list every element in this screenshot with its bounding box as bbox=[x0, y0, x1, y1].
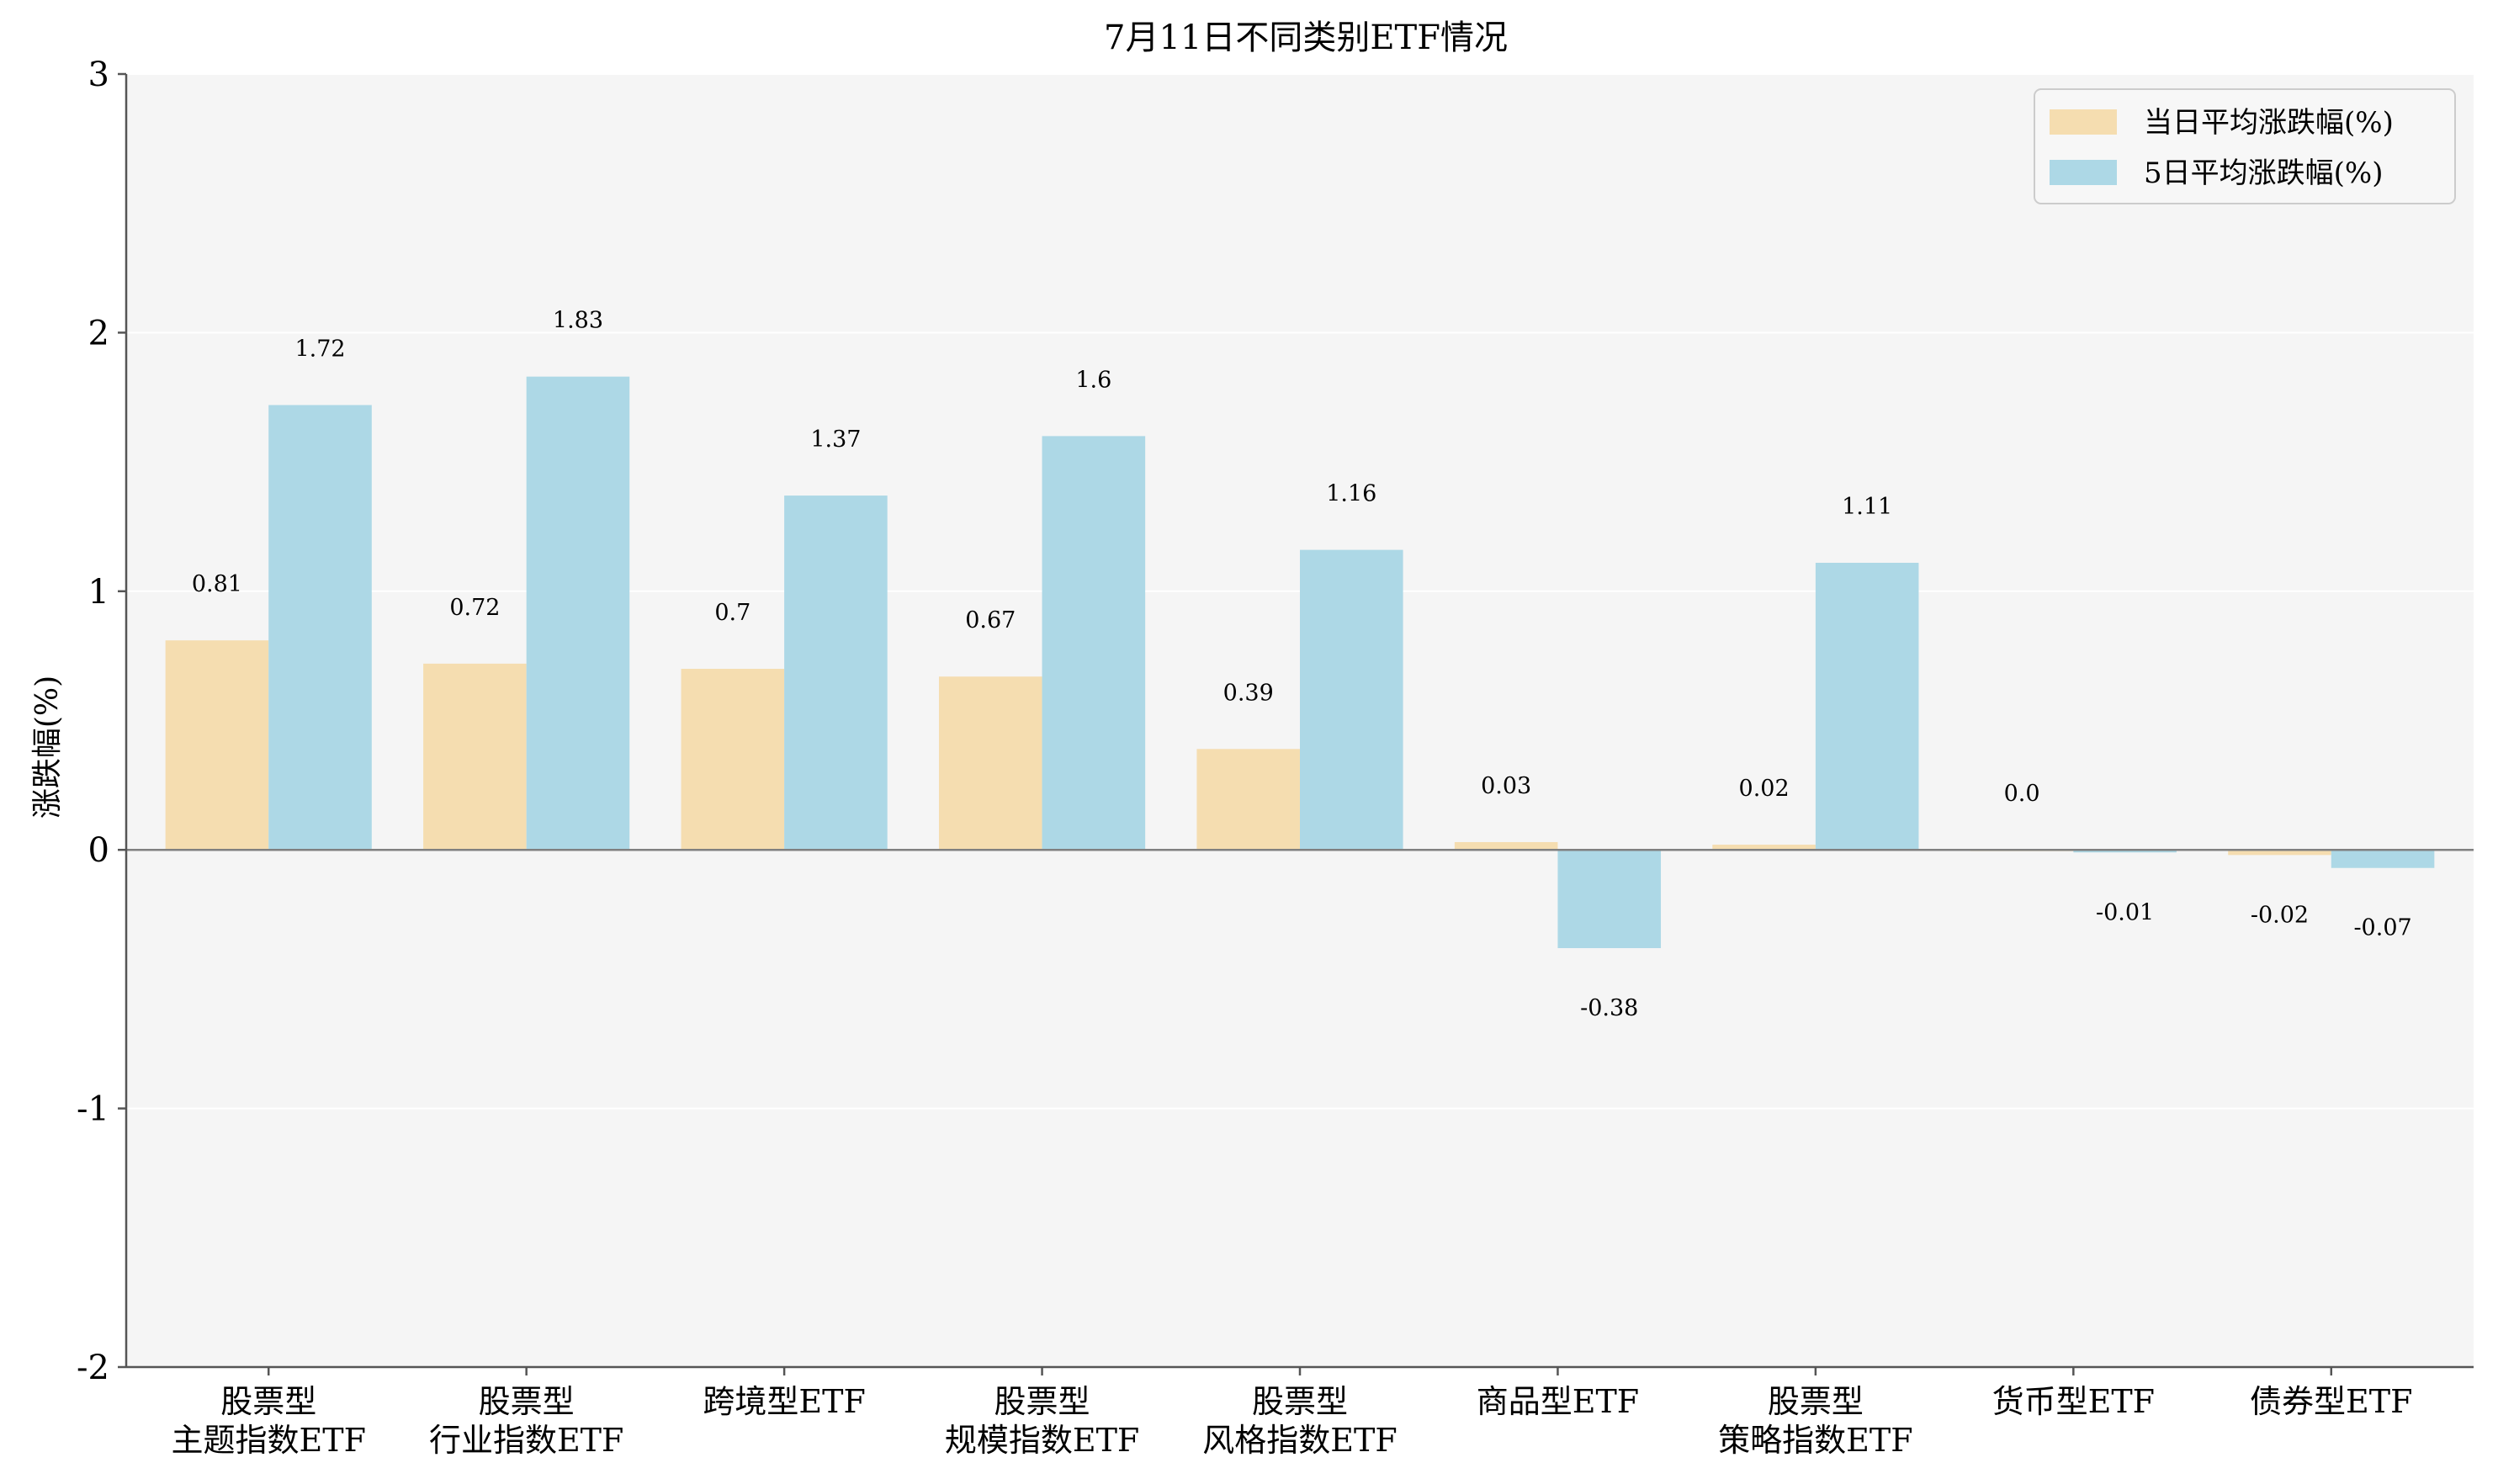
data-label: -0.38 bbox=[1580, 995, 1638, 1021]
legend: 当日平均涨跌幅(%) 5日平均涨跌幅(%) bbox=[2034, 88, 2456, 204]
y-tick-label: -2 bbox=[77, 1349, 109, 1387]
y-tick-label: 3 bbox=[88, 56, 109, 94]
y-tick-label: 0 bbox=[88, 831, 109, 870]
bar-daily-0 bbox=[165, 640, 269, 851]
bar-five-day-4 bbox=[1300, 549, 1403, 851]
bar-daily-3 bbox=[938, 676, 1042, 851]
category-label: 债券型ETF bbox=[2250, 1383, 2412, 1420]
data-label: 0.67 bbox=[965, 607, 1016, 633]
chart-title: 7月11日不同类别ETF情况 bbox=[1104, 19, 1508, 57]
category-label: 股票型规模指数ETF bbox=[945, 1383, 1139, 1459]
data-label: -0.02 bbox=[2251, 902, 2309, 928]
data-label: 1.16 bbox=[1326, 481, 1376, 507]
data-label: 1.11 bbox=[1842, 494, 1892, 520]
legend-box bbox=[2034, 88, 2456, 204]
bar-daily-1 bbox=[423, 663, 527, 851]
data-label: 1.83 bbox=[553, 308, 603, 334]
category-labels: 股票型主题指数ETF 股票型行业指数ETF 跨境型ETF 股票型规模指数ETF 股票型风… bbox=[171, 1367, 2413, 1459]
bar-daily-4 bbox=[1196, 749, 1300, 851]
legend-swatch bbox=[2050, 160, 2117, 185]
y-tick-label: -1 bbox=[77, 1090, 109, 1129]
data-label: -0.01 bbox=[2096, 899, 2154, 925]
data-label: 1.37 bbox=[810, 427, 861, 453]
category-label: 股票型行业指数ETF bbox=[429, 1383, 623, 1459]
category-label: 股票型策略指数ETF bbox=[1718, 1383, 1912, 1459]
category-label: 股票型风格指数ETF bbox=[1202, 1383, 1397, 1459]
data-labels: 0.81 0.72 0.7 0.67 0.39 0.03 0.02 0.0 -0.02 1.72 1… bbox=[192, 308, 2412, 1021]
y-axis-label: 涨跌幅(%) bbox=[30, 676, 65, 819]
category-label: 商品型ETF bbox=[1477, 1383, 1639, 1420]
bar-five-day-3 bbox=[1042, 436, 1146, 851]
data-label: 0.0 bbox=[2004, 781, 2040, 807]
y-tick-label: 1 bbox=[88, 573, 109, 612]
legend-label: 当日平均涨跌幅(%) bbox=[2144, 106, 2394, 140]
data-label: 1.72 bbox=[294, 336, 345, 362]
bar-daily-6 bbox=[1712, 845, 1816, 851]
bar-five-day-7 bbox=[2073, 850, 2177, 853]
data-label: 0.03 bbox=[1481, 773, 1531, 799]
data-label: 0.72 bbox=[449, 595, 500, 621]
bar-marks bbox=[165, 376, 2435, 949]
y-tick-label: 2 bbox=[88, 314, 109, 352]
data-label: 0.7 bbox=[714, 600, 750, 626]
data-label: 1.6 bbox=[1075, 367, 1111, 393]
data-label: 0.02 bbox=[1739, 776, 1790, 802]
bar-five-day-1 bbox=[526, 376, 630, 851]
bar-daily-8 bbox=[2228, 850, 2331, 856]
legend-label: 5日平均涨跌幅(%) bbox=[2144, 156, 2383, 190]
category-label: 跨境型ETF bbox=[703, 1383, 865, 1420]
bar-five-day-5 bbox=[1557, 850, 1662, 949]
bar-daily-2 bbox=[681, 669, 785, 851]
bar-five-day-2 bbox=[784, 496, 888, 851]
category-label: 股票型主题指数ETF bbox=[171, 1383, 365, 1459]
data-label: 0.39 bbox=[1223, 680, 1274, 706]
bar-five-day-6 bbox=[1815, 562, 1919, 851]
data-label: 0.81 bbox=[192, 571, 242, 597]
data-label: -0.07 bbox=[2353, 915, 2411, 941]
legend-swatch bbox=[2050, 109, 2117, 135]
bar-five-day-0 bbox=[268, 405, 372, 851]
bar-daily-5 bbox=[1454, 841, 1558, 851]
bar-five-day-8 bbox=[2331, 850, 2435, 868]
category-label: 货币型ETF bbox=[1992, 1383, 2155, 1420]
